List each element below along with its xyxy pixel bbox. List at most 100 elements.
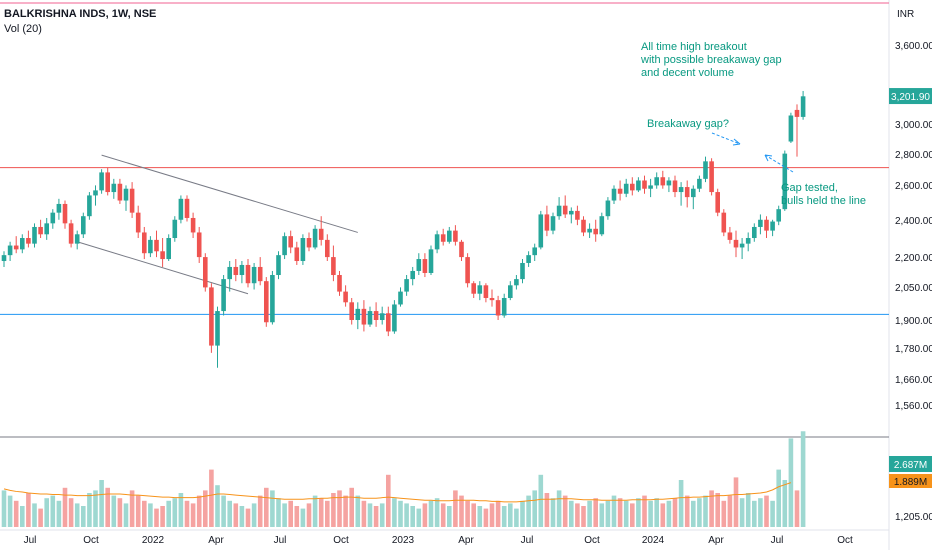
- candle-body[interactable]: [416, 259, 422, 271]
- candle-body[interactable]: [678, 187, 684, 193]
- candle-body[interactable]: [337, 275, 342, 292]
- candle-body[interactable]: [264, 281, 269, 323]
- candle-body[interactable]: [233, 266, 239, 276]
- candle-body[interactable]: [569, 210, 574, 215]
- candle-body[interactable]: [623, 183, 629, 194]
- candle-body[interactable]: [386, 313, 391, 332]
- candle-body[interactable]: [129, 188, 135, 213]
- candle-body[interactable]: [605, 200, 611, 217]
- candle-body[interactable]: [68, 223, 74, 244]
- candle-body[interactable]: [123, 188, 129, 201]
- candle-body[interactable]: [721, 212, 727, 233]
- candle-body[interactable]: [727, 232, 733, 240]
- candle-body[interactable]: [422, 259, 428, 273]
- candle-body[interactable]: [587, 228, 592, 233]
- candle-body[interactable]: [404, 279, 409, 292]
- candle-body[interactable]: [410, 270, 415, 280]
- candle-body[interactable]: [459, 241, 464, 258]
- candle-body[interactable]: [227, 266, 232, 280]
- candle-body[interactable]: [343, 291, 348, 303]
- candle-body[interactable]: [81, 216, 86, 235]
- candle-body[interactable]: [428, 249, 434, 273]
- candle-body[interactable]: [739, 243, 745, 248]
- candle-body[interactable]: [434, 234, 440, 250]
- candle-body[interactable]: [654, 177, 659, 186]
- candle-body[interactable]: [782, 153, 788, 210]
- candle-body[interactable]: [709, 161, 714, 193]
- candle-body[interactable]: [196, 232, 202, 258]
- candle-body[interactable]: [251, 266, 257, 284]
- candle-body[interactable]: [483, 285, 489, 298]
- candle-body[interactable]: [367, 311, 373, 325]
- candle-body[interactable]: [160, 251, 165, 260]
- candle-body[interactable]: [288, 236, 293, 248]
- candle-body[interactable]: [239, 264, 245, 276]
- candle-body[interactable]: [312, 228, 318, 248]
- candle-body[interactable]: [282, 236, 287, 256]
- candle-body[interactable]: [148, 239, 153, 254]
- candle-body[interactable]: [245, 264, 251, 284]
- candle-body[interactable]: [501, 297, 507, 316]
- candle-body[interactable]: [532, 247, 537, 256]
- symbol-title[interactable]: BALKRISHNA INDS, 1W, NSE: [4, 8, 157, 20]
- channel-line-upper[interactable]: [101, 154, 358, 233]
- candle-body[interactable]: [306, 238, 312, 248]
- candle-body[interactable]: [50, 212, 56, 224]
- candle-body[interactable]: [666, 180, 672, 186]
- candle-body[interactable]: [672, 180, 678, 193]
- candle-body[interactable]: [684, 187, 690, 198]
- candle-body[interactable]: [349, 302, 354, 320]
- candle-body[interactable]: [257, 266, 263, 282]
- candle-body[interactable]: [593, 228, 598, 235]
- candle-body[interactable]: [13, 245, 19, 250]
- candle-body[interactable]: [203, 257, 208, 288]
- candle-body[interactable]: [495, 300, 501, 316]
- candle-body[interactable]: [221, 279, 226, 312]
- candle-body[interactable]: [538, 214, 544, 248]
- candle-body[interactable]: [184, 198, 190, 218]
- candle-body[interactable]: [630, 183, 635, 191]
- candle-body[interactable]: [270, 275, 275, 323]
- candle-body[interactable]: [172, 219, 178, 239]
- candle-body[interactable]: [453, 230, 458, 242]
- candle-body[interactable]: [20, 238, 25, 250]
- candle-body[interactable]: [544, 214, 550, 231]
- candle-body[interactable]: [276, 255, 281, 276]
- candle-body[interactable]: [300, 238, 306, 262]
- candle-body[interactable]: [489, 297, 495, 301]
- candle-body[interactable]: [62, 203, 68, 224]
- candle-body[interactable]: [447, 230, 452, 242]
- candle-body[interactable]: [562, 205, 568, 215]
- candle-body[interactable]: [7, 245, 13, 256]
- candle-body[interactable]: [117, 183, 123, 201]
- candle-body[interactable]: [379, 313, 385, 320]
- candle-body[interactable]: [788, 115, 794, 142]
- candle-body[interactable]: [477, 285, 483, 294]
- candle-body[interactable]: [215, 311, 220, 346]
- candle-body[interactable]: [440, 234, 446, 242]
- candle-body[interactable]: [770, 221, 775, 231]
- candle-body[interactable]: [733, 239, 739, 248]
- candle-body[interactable]: [111, 183, 117, 193]
- candle-body[interactable]: [135, 212, 141, 233]
- candle-body[interactable]: [26, 238, 31, 244]
- candle-body[interactable]: [617, 188, 623, 194]
- candle-body[interactable]: [514, 279, 519, 286]
- candle-body[interactable]: [392, 304, 397, 332]
- candle-body[interactable]: [99, 172, 104, 191]
- candle-body[interactable]: [93, 190, 98, 196]
- candle-body[interactable]: [142, 232, 147, 254]
- candle-body[interactable]: [715, 192, 720, 213]
- candle-body[interactable]: [697, 178, 702, 189]
- volume-indicator-label[interactable]: Vol (20): [4, 23, 42, 35]
- candle-body[interactable]: [660, 177, 666, 186]
- candle-body[interactable]: [1, 255, 7, 262]
- candle-body[interactable]: [74, 234, 80, 244]
- candle-body[interactable]: [508, 285, 513, 298]
- candle-body[interactable]: [398, 291, 403, 305]
- candle-body[interactable]: [745, 238, 751, 244]
- candle-body[interactable]: [800, 96, 806, 117]
- candle-body[interactable]: [318, 228, 324, 240]
- candle-body[interactable]: [325, 239, 330, 258]
